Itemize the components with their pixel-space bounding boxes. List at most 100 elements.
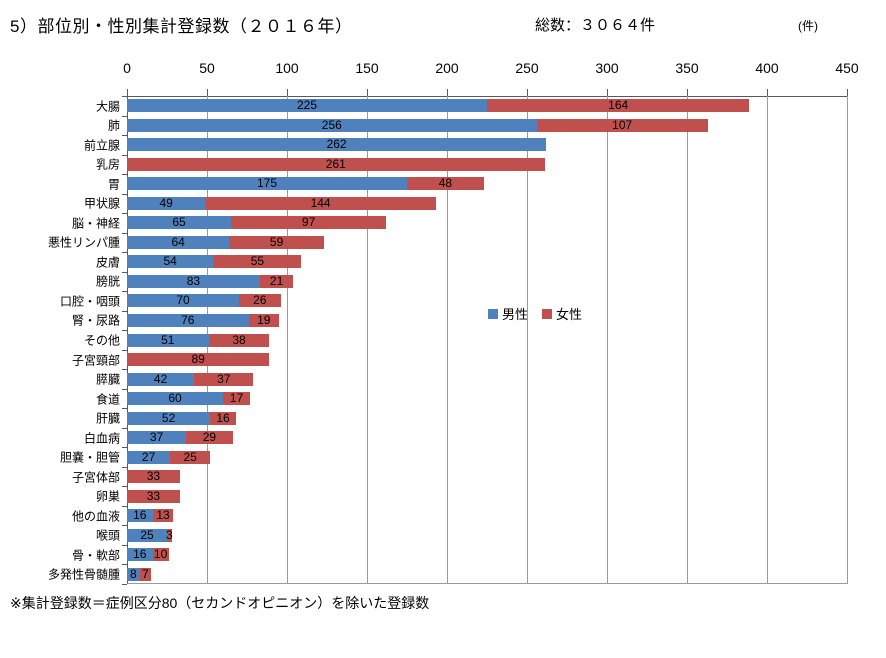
y-axis-tick-mark (122, 311, 127, 312)
category-label: 肺 (107, 118, 120, 133)
y-axis-tick-mark (122, 506, 127, 507)
category-label: 口腔・咽頭 (59, 294, 120, 309)
bar-segment-男性 (127, 196, 206, 210)
bar-segment-女性 (223, 392, 251, 406)
bar-segment-男性 (127, 255, 214, 269)
gridline (767, 96, 768, 584)
gridline (687, 96, 688, 584)
bar-segment-女性 (239, 294, 281, 308)
unit-label: (件) (798, 19, 818, 33)
value-label: 60 (168, 391, 182, 406)
category-label: その他 (83, 333, 120, 348)
value-label: 89 (191, 352, 205, 367)
category-label: 乳房 (95, 157, 120, 172)
legend-label-女性: 女性 (556, 307, 583, 322)
category-label: 皮膚 (95, 255, 120, 270)
y-axis-tick-mark (122, 155, 127, 156)
category-label: 他の血液 (71, 509, 120, 524)
value-label: 49 (159, 195, 173, 210)
y-axis-tick-mark (122, 486, 127, 487)
y-axis-tick-mark (122, 408, 127, 409)
x-axis-tick-mark (847, 89, 848, 96)
bar-segment-女性 (231, 216, 387, 230)
y-axis-tick-mark (122, 525, 127, 526)
category-label: 多発性骨髄腫 (47, 567, 120, 582)
value-label: 7 (142, 566, 149, 581)
x-axis-tick-label: 150 (355, 60, 379, 76)
y-axis-tick-mark (122, 272, 127, 273)
legend-swatch-男性 (488, 308, 498, 319)
category-label: 前立腺 (83, 138, 120, 153)
bar-segment-女性 (208, 333, 270, 347)
x-axis-tick-mark (687, 89, 688, 96)
footnote: ※集計登録数＝症例区分80（セカンドオピニオン）を除いた登録数 (10, 595, 430, 611)
bar-segment-女性 (127, 470, 180, 484)
x-axis-tick-label: 200 (435, 60, 459, 76)
value-label: 21 (269, 273, 284, 288)
y-axis-tick-mark (122, 545, 127, 546)
category-label: 骨・軟部 (71, 548, 120, 563)
y-axis-tick-mark (122, 389, 127, 390)
bar-segment-女性 (536, 118, 708, 132)
gridline (287, 96, 288, 584)
total-count: 総数：３０６４件 (535, 17, 656, 34)
value-label: 10 (153, 547, 168, 562)
bar-segment-男性 (127, 567, 140, 581)
bar-segment-男性 (127, 431, 187, 445)
value-label: 225 (296, 98, 318, 113)
bar-segment-女性 (407, 177, 484, 191)
value-label: 261 (325, 156, 346, 171)
bar-segment-男性 (127, 333, 209, 347)
value-label: 65 (172, 215, 186, 230)
y-axis-tick-mark (122, 428, 127, 429)
bar-segment-男性 (127, 177, 407, 191)
value-label: 26 (253, 293, 267, 308)
y-axis-tick-mark (122, 213, 127, 214)
gridline (527, 96, 528, 584)
bar-segment-男性 (127, 528, 167, 542)
value-label: 3 (166, 527, 173, 542)
value-label: 38 (232, 332, 246, 347)
value-label: 76 (181, 312, 195, 327)
category-label: 大腸 (95, 99, 120, 114)
value-label: 144 (310, 195, 331, 210)
y-axis-tick-mark (122, 96, 127, 97)
category-label: 子宮体部 (71, 470, 120, 485)
gridline (607, 96, 608, 584)
value-label: 16 (133, 547, 147, 562)
x-axis-tick-mark (447, 89, 448, 96)
gridline (367, 96, 368, 584)
x-axis-tick-mark (767, 89, 768, 96)
legend-item-男性: 男性 (488, 304, 528, 323)
value-label: 17 (229, 391, 244, 406)
y-axis-tick-mark (122, 564, 127, 565)
category-label: 肝臓 (95, 411, 120, 426)
y-axis-tick-mark (122, 447, 127, 448)
value-label: 37 (217, 371, 231, 386)
x-axis-tick-label: 250 (515, 60, 539, 76)
x-axis-tick-label: 50 (199, 60, 215, 76)
value-label: 70 (176, 293, 190, 308)
value-label: 16 (133, 508, 147, 523)
x-axis-tick-label: 100 (275, 60, 299, 76)
value-label: 27 (141, 449, 156, 464)
category-label: 食道 (95, 392, 120, 407)
bar-segment-女性 (139, 567, 151, 581)
value-label: 59 (269, 234, 284, 249)
bar-segment-女性 (194, 372, 254, 386)
value-label: 97 (301, 215, 316, 230)
x-axis-tick-mark (127, 89, 128, 96)
y-axis-tick-mark (122, 194, 127, 195)
legend-swatch-女性 (542, 308, 553, 319)
y-axis-tick-mark (122, 174, 127, 175)
y-axis-tick-mark (122, 330, 127, 331)
category-label: 胃 (107, 177, 120, 192)
bar-segment-女性 (487, 99, 750, 113)
value-label: 33 (146, 469, 161, 484)
y-axis-tick-mark (122, 350, 127, 351)
value-label: 48 (438, 176, 453, 191)
x-axis-tick-label: 450 (835, 60, 859, 76)
x-axis-tick-mark (607, 89, 608, 96)
value-label: 33 (146, 488, 161, 503)
bar-segment-女性 (170, 450, 211, 464)
